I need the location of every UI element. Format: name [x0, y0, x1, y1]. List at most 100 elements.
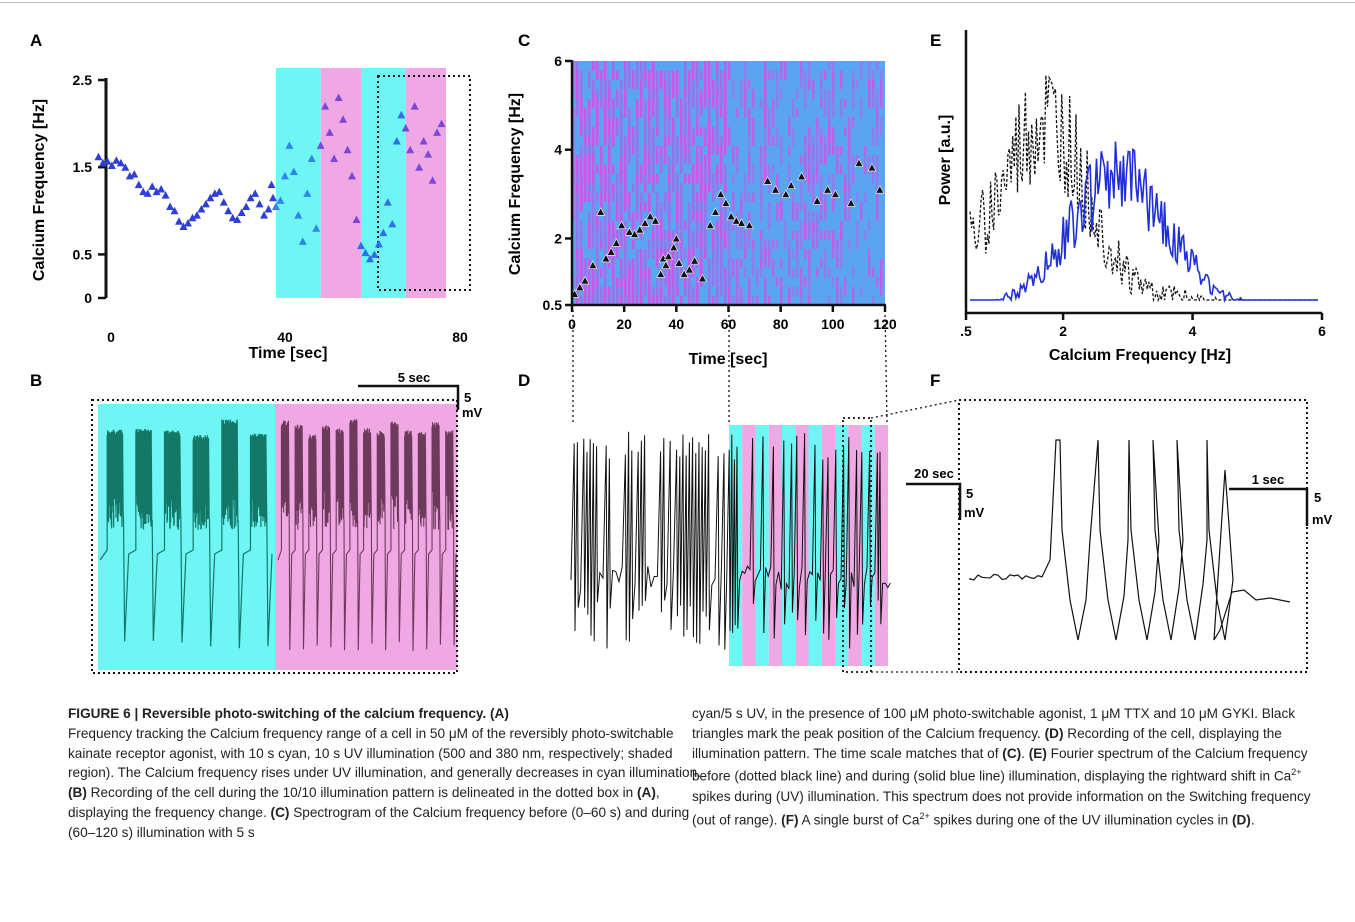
spectrogram-cell	[688, 220, 691, 249]
panel-e-xtick-label: .5	[960, 323, 972, 339]
spectrogram-cell	[588, 117, 591, 137]
spectrogram-cell	[620, 164, 623, 174]
caption-text: .	[1021, 745, 1029, 761]
panel-c-peak	[823, 185, 833, 194]
spectrogram-cell	[680, 117, 683, 127]
spectrogram-cell	[648, 70, 651, 80]
caption-ref: (F)	[781, 812, 799, 828]
spectrogram-cell	[660, 145, 663, 155]
spectrogram-cell	[676, 239, 679, 268]
spectrogram-cell	[852, 286, 855, 305]
panel-f-trace	[969, 439, 1291, 641]
spectrogram-cell	[624, 286, 627, 296]
panel-c-peak	[580, 275, 590, 285]
spectrogram-cell	[668, 98, 671, 118]
spectrogram-cell	[672, 173, 675, 193]
spectrogram-cell	[684, 70, 687, 99]
spectrogram-cell	[744, 173, 747, 202]
spectrogram-cell	[876, 117, 879, 146]
spectrogram-cell	[588, 239, 591, 249]
spectrogram-cell	[716, 70, 719, 90]
spectrogram-cell	[620, 145, 623, 155]
spectrogram-cell	[880, 267, 883, 296]
spectrogram-cell	[712, 173, 715, 193]
spectrogram-cell	[816, 117, 819, 137]
panel-c-peak	[679, 269, 689, 278]
panel-c-ytick-label: 0.5	[543, 297, 563, 313]
spectrogram-cell	[780, 89, 783, 99]
panel-letter-c: C	[518, 31, 530, 50]
spectrogram-cell	[628, 277, 631, 305]
spectrogram-cell	[712, 126, 715, 146]
spectrogram-cell	[588, 277, 591, 305]
spectrogram-cell	[872, 89, 875, 108]
spectrogram-cell	[576, 211, 579, 240]
spectrogram-cell	[628, 70, 631, 90]
spectrogram-cell	[668, 296, 671, 305]
spectrogram-cell	[676, 258, 679, 287]
spectrogram-cell	[580, 192, 583, 212]
figure-caption: FIGURE 6 | Reversible photo-switching of…	[0, 688, 1355, 922]
spectrogram-cell	[796, 108, 799, 118]
spectrogram-cell	[876, 61, 879, 71]
spectrogram-cell	[584, 277, 587, 296]
spectrogram-cell	[724, 277, 727, 296]
panel-d-scale-bar	[906, 482, 962, 520]
panel-a-point	[401, 123, 410, 132]
spectrogram-cell	[764, 145, 767, 155]
spectrogram-cell	[844, 98, 847, 108]
caption-text: A single burst of Ca	[798, 812, 920, 828]
spectrogram-cell	[700, 173, 703, 202]
spectrogram-cell	[704, 183, 707, 212]
spectrogram-cell	[684, 98, 687, 108]
spectrogram-cell	[696, 89, 699, 108]
spectrogram-cell	[840, 258, 843, 268]
spectrogram-cell	[808, 136, 811, 146]
panel-a-point	[294, 211, 303, 219]
panel-c-xtick-label: 100	[821, 316, 845, 332]
spectrogram-cell	[804, 136, 807, 146]
spectrogram-cell	[840, 164, 843, 174]
spectrogram-cell	[796, 230, 799, 259]
spectrogram-cell	[708, 258, 711, 278]
spectrogram-cell	[832, 277, 835, 287]
spectrogram-cell	[632, 79, 635, 90]
caption-right-column: cyan/5 s UV, in the presence of 100 μM p…	[692, 704, 1332, 830]
spectrogram-cell	[876, 155, 879, 184]
panel-a-point	[242, 202, 251, 210]
spectrogram-cell	[620, 277, 623, 287]
spectrogram-cell	[620, 296, 623, 305]
spectrogram-cell	[772, 98, 775, 127]
spectrogram-cell	[872, 296, 875, 305]
panel-a-point	[271, 202, 280, 210]
spectrogram-cell	[716, 126, 719, 155]
spectrogram-cell	[724, 230, 727, 249]
spectrogram-cell	[632, 239, 635, 249]
spectrogram-cell	[800, 183, 803, 212]
spectrogram-cell	[832, 61, 835, 71]
spectrogram-cell	[640, 286, 643, 305]
spectrogram-cell	[632, 70, 635, 80]
spectrogram-cell	[848, 145, 851, 165]
panel-a-point	[161, 191, 170, 199]
spectrogram-cell	[728, 258, 731, 287]
panel-a-shade-cyan	[360, 68, 406, 298]
spectrogram-cell	[604, 230, 607, 240]
spectrogram-cell	[852, 267, 855, 278]
spectrogram-cell	[832, 145, 835, 155]
panel-b-scale-v: 5	[464, 390, 471, 405]
spectrogram-cell	[660, 277, 663, 287]
spectrogram-cell	[684, 173, 687, 184]
spectrogram-cell	[708, 61, 711, 71]
spectrogram-cell	[720, 79, 723, 90]
spectrogram-cell	[740, 230, 743, 249]
spectrogram-cell	[636, 211, 639, 221]
spectrogram-cell	[764, 164, 767, 184]
caption-text: Recording of the cell during the 10/10 i…	[86, 785, 638, 801]
spectrogram-cell	[692, 211, 695, 221]
spectrogram-cell	[808, 79, 811, 90]
panel-e-series-during	[970, 141, 1318, 304]
spectrogram-cell	[816, 145, 819, 174]
spectrogram-cell	[844, 192, 847, 221]
spectrogram-cell	[704, 249, 707, 259]
